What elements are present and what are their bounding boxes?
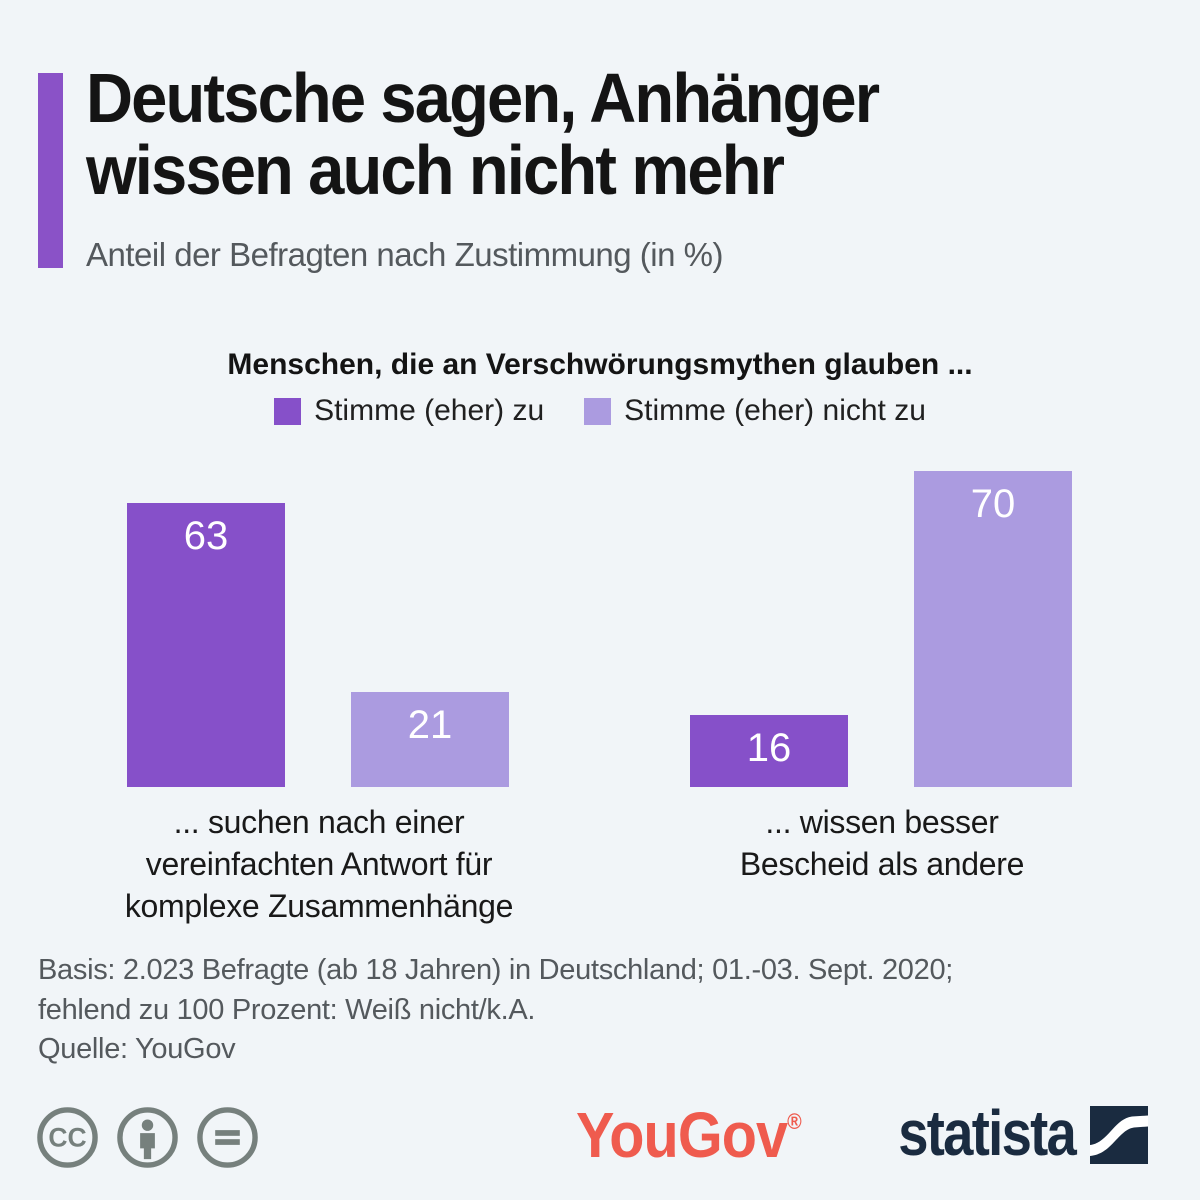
legend-label-disagree: Stimme (eher) nicht zu — [624, 394, 926, 427]
legend-swatch-disagree — [584, 397, 612, 425]
no-derivatives-icon — [196, 1106, 259, 1169]
category-label-group2: ... wissen besser Bescheid als andere — [739, 804, 1025, 883]
yougov-logo-text: YouGov — [576, 1099, 788, 1171]
legend-swatch-agree — [274, 397, 302, 425]
attribution-icon — [116, 1106, 179, 1169]
source-note: Quelle: YouGov — [38, 1033, 236, 1065]
svg-text:CC: CC — [48, 1122, 86, 1152]
bar-value-label: 63 — [183, 513, 229, 558]
page-subtitle: Anteil der Befragten nach Zustimmung (in… — [86, 236, 723, 273]
basis-note: Basis: 2.023 Befragte (ab 18 Jahren) in … — [38, 954, 954, 1027]
bar-value-label: 16 — [746, 725, 792, 770]
title-accent-bar — [38, 73, 63, 268]
license-icons: CC — [36, 1106, 259, 1169]
bar-plot: 63 21 16 70 — [0, 471, 1200, 787]
cc-icon: CC — [36, 1106, 99, 1169]
bar-disagree-group1: 21 — [351, 692, 509, 787]
yougov-logo: YouGov® — [576, 1098, 802, 1172]
statista-logo-text: statista — [898, 1097, 1077, 1169]
bar-agree-group2: 16 — [690, 714, 848, 787]
chart-legend: Stimme (eher) zu Stimme (eher) nicht zu — [0, 394, 1200, 428]
legend-item-agree: Stimme (eher) zu — [274, 394, 544, 428]
statista-logo-icon — [1090, 1106, 1148, 1164]
bar-agree-group1: 63 — [127, 502, 285, 787]
bar-disagree-group2: 70 — [914, 471, 1072, 787]
chart-title: Menschen, die an Verschwörungsmythen gla… — [227, 348, 973, 381]
legend-item-disagree: Stimme (eher) nicht zu — [584, 394, 926, 428]
bar-value-label: 70 — [970, 482, 1016, 526]
bar-value-label: 21 — [407, 703, 453, 748]
page-title: Deutsche sagen, Anhänger wissen auch nic… — [86, 59, 880, 210]
registered-trademark-icon: ® — [787, 1109, 802, 1134]
legend-label-agree: Stimme (eher) zu — [314, 394, 545, 427]
category-label-group1: ... suchen nach einer vereinfachten Antw… — [124, 804, 514, 925]
